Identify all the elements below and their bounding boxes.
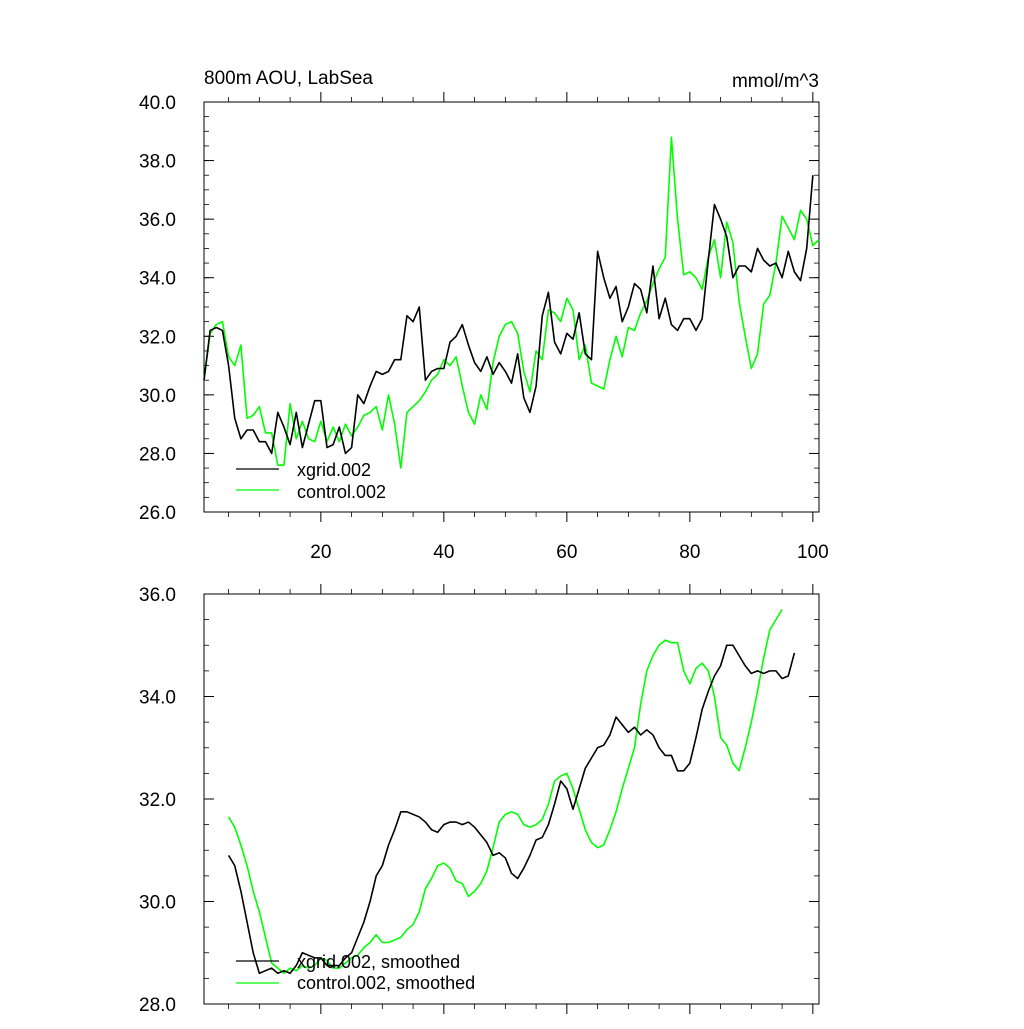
legend-label-xgrid: xgrid.002 [297,460,371,480]
y-tick-label: 38.0 [139,152,176,173]
y-tick-label: 28.0 [139,444,176,465]
bottom-panel: 28.0 30.0 32.0 34.0 36.0 xgrid.002, smoothed… [139,584,820,1016]
y-tick-label: 28.0 [139,995,176,1016]
top-panel: 800m AOU, LabSea mmol/m^3 26.0 28.0 30.0 32… [139,68,829,563]
x-tick-label: 60 [556,542,577,563]
series-line-xgrid-002 [203,175,814,455]
x-tick-label: 40 [433,542,454,563]
plot-frame [203,101,820,513]
y-tick-label: 32.0 [139,790,176,811]
y-tick-label: 30.0 [139,893,176,914]
y-tick-label: 36.0 [139,585,176,606]
series-line-xgrid-002-smoothed [227,644,796,975]
y-tick-label: 26.0 [139,503,176,524]
plot-frame [203,593,820,1005]
y-tick-label: 34.0 [139,269,176,290]
legend-label-control-smoothed: control.002, smoothed [297,973,475,993]
legend: xgrid.002, smoothed control.002, smoothe… [236,952,475,993]
y-axis-tick-labels: 26.0 28.0 30.0 32.0 34.0 36.0 38.0 40.0 [139,93,176,524]
legend-label-xgrid-smoothed: xgrid.002, smoothed [297,952,460,972]
axis-ticks [204,92,819,522]
chart-title: 800m AOU, LabSea [204,68,373,89]
y-tick-label: 32.0 [139,327,176,348]
x-tick-label: 100 [797,542,829,563]
y-tick-label: 36.0 [139,210,176,231]
units-label: mmol/m^3 [732,71,819,92]
y-tick-label: 30.0 [139,386,176,407]
series-line-control-002-smoothed [227,608,783,975]
x-tick-label: 20 [310,542,331,563]
legend: xgrid.002 control.002 [236,460,386,502]
axis-ticks [204,584,819,1014]
y-tick-label: 40.0 [139,93,176,114]
y-axis-tick-labels: 28.0 30.0 32.0 34.0 36.0 [139,585,176,1016]
series-lines [227,608,796,975]
x-tick-label: 80 [679,542,700,563]
legend-label-control: control.002 [297,482,386,502]
series-line-control-002 [203,136,820,469]
y-tick-label: 34.0 [139,688,176,709]
x-axis-tick-labels: 20 40 60 80 100 [310,542,828,563]
series-lines [203,136,820,469]
